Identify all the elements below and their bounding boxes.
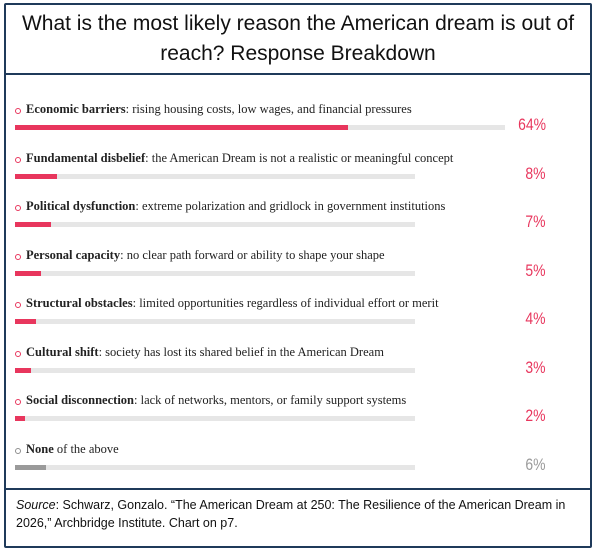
bar-row: Structural obstacles: limited opportunit…	[8, 296, 588, 346]
category-description: : extreme polarization and gridlock in g…	[135, 199, 446, 213]
category-label: Economic barriers	[26, 102, 126, 116]
category-description: : the American Dream is not a realistic …	[145, 150, 454, 165]
category-label: None	[26, 441, 54, 456]
category-description: : no clear path forward or ability to sh…	[120, 247, 385, 262]
category-description: : rising housing costs, low wages, and f…	[125, 102, 412, 116]
bar-track	[15, 416, 415, 421]
bullet-icon	[15, 205, 21, 211]
bar-label: Structural obstacles: limited opportunit…	[26, 296, 439, 311]
category-description: of the above	[53, 441, 119, 456]
value-label: 8%	[525, 163, 546, 183]
bar-track	[15, 319, 415, 324]
source-text: : Schwarz, Gonzalo. “The American Dream …	[16, 498, 566, 530]
bar-row: Social disconnection: lack of networks, …	[8, 393, 588, 443]
bar-track	[15, 222, 415, 227]
value-label: 2%	[525, 406, 546, 425]
bar-label: Economic barriers: rising housing costs,…	[26, 102, 412, 117]
bar-row: Cultural shift: society has lost its sha…	[8, 345, 588, 395]
figure-frame	[4, 3, 592, 548]
category-description: : limited opportunities regardless of in…	[132, 296, 439, 310]
bar-row: None of the above 6%	[8, 442, 588, 492]
value-label: 64%	[518, 115, 546, 134]
bar	[15, 319, 36, 324]
value-label: 4%	[525, 309, 546, 328]
bar-label: Social disconnection: lack of networks, …	[26, 393, 406, 408]
category-label: Cultural shift	[26, 344, 99, 359]
bar	[15, 125, 348, 130]
bar	[15, 464, 47, 470]
source-note: Source: Schwarz, Gonzalo. “The American …	[6, 488, 590, 546]
bar-row: Political dysfunction: extreme polarizat…	[8, 199, 588, 249]
category-label: Political dysfunction	[26, 199, 136, 213]
bar	[15, 416, 26, 421]
bar-label: Fundamental disbelief: the American Drea…	[26, 151, 453, 166]
bullet-icon	[15, 253, 21, 260]
bar	[15, 222, 52, 227]
bar-track	[15, 125, 505, 130]
bar-track	[15, 173, 415, 179]
category-label: Structural obstacles	[26, 296, 133, 310]
bullet-icon	[15, 350, 21, 357]
bar-track	[15, 367, 415, 373]
category-description: : lack of networks, mentors, or family s…	[134, 393, 407, 407]
chart-header: What is the most likely reason the Ameri…	[6, 5, 590, 75]
bullet-icon	[15, 108, 21, 114]
bar-chart: Economic barriers: rising housing costs,…	[8, 80, 588, 485]
bar-label: Cultural shift: society has lost its sha…	[26, 345, 384, 360]
category-description: : society has lost its shared belief in …	[98, 344, 384, 359]
bar-row: Economic barriers: rising housing costs,…	[8, 102, 588, 152]
source-label: Source	[16, 498, 56, 512]
category-label: Social disconnection	[26, 393, 134, 407]
value-label: 5%	[525, 260, 546, 280]
value-label: 6%	[525, 454, 546, 474]
chart-title: What is the most likely reason the Ameri…	[21, 12, 575, 65]
bar-row: Fundamental disbelief: the American Drea…	[8, 151, 588, 201]
value-label: 7%	[525, 212, 546, 231]
bar-track	[15, 464, 415, 470]
bullet-icon	[15, 447, 21, 454]
bar-label: Political dysfunction: extreme polarizat…	[26, 199, 445, 214]
bar	[15, 367, 31, 373]
bullet-icon	[15, 399, 21, 405]
bar	[15, 173, 57, 179]
bar-row: Personal capacity: no clear path forward…	[8, 248, 588, 298]
value-label: 3%	[525, 357, 546, 377]
bar-track	[15, 270, 415, 276]
category-label: Personal capacity	[26, 247, 121, 262]
bar	[15, 270, 41, 276]
bar-label: None of the above	[26, 442, 119, 457]
bullet-icon	[15, 302, 21, 308]
bar-label: Personal capacity: no clear path forward…	[26, 248, 385, 263]
category-label: Fundamental disbelief	[26, 150, 146, 165]
bullet-icon	[15, 156, 21, 163]
